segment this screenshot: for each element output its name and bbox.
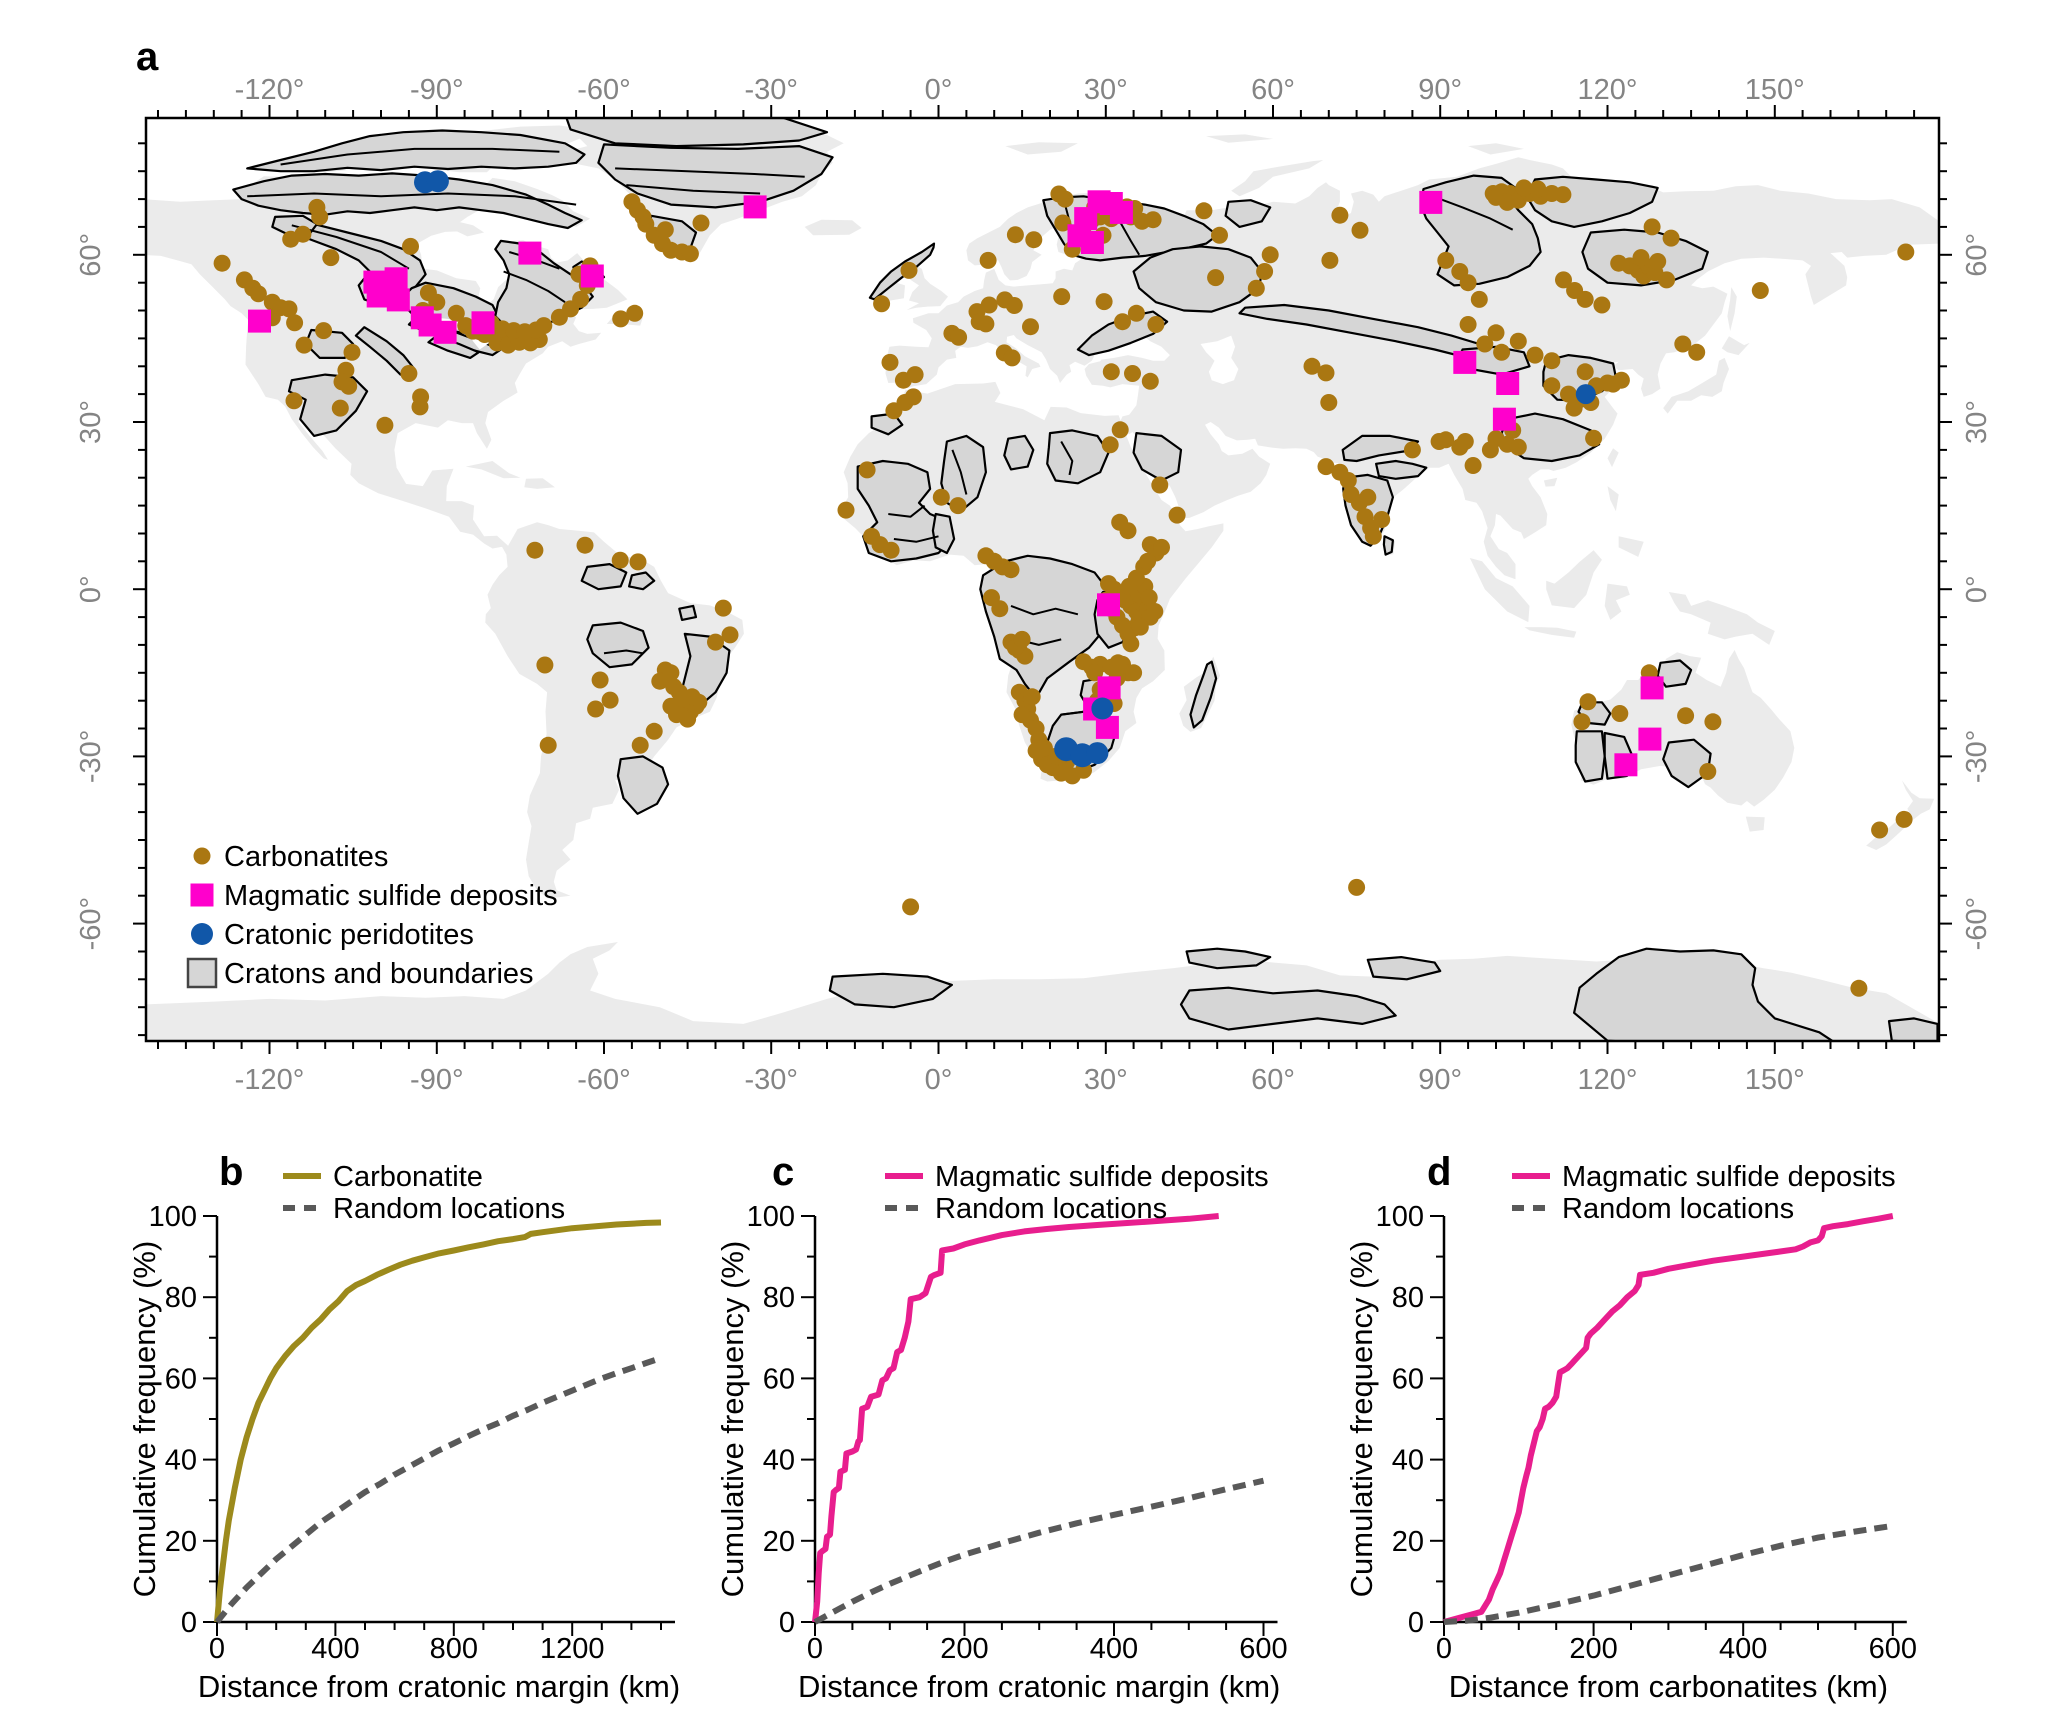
svg-text:Cratonic peridotites: Cratonic peridotites xyxy=(224,919,474,951)
svg-text:100: 100 xyxy=(747,1201,795,1233)
svg-text:30°: 30° xyxy=(1961,400,1993,444)
svg-text:a: a xyxy=(136,35,159,79)
svg-text:0: 0 xyxy=(779,1607,795,1639)
svg-text:150°: 150° xyxy=(1745,74,1805,106)
svg-text:60°: 60° xyxy=(1251,1064,1295,1096)
svg-text:b: b xyxy=(219,1150,243,1194)
svg-text:-30°: -30° xyxy=(75,730,107,784)
svg-text:400: 400 xyxy=(1719,1633,1767,1665)
svg-text:-30°: -30° xyxy=(744,74,798,106)
svg-text:Magmatic sulfide deposits: Magmatic sulfide deposits xyxy=(1562,1161,1896,1193)
svg-text:600: 600 xyxy=(1239,1633,1287,1665)
svg-text:60°: 60° xyxy=(1251,74,1295,106)
svg-text:100: 100 xyxy=(149,1201,197,1233)
svg-text:1200: 1200 xyxy=(540,1633,605,1665)
svg-text:60: 60 xyxy=(1392,1363,1424,1395)
svg-text:100: 100 xyxy=(1376,1201,1424,1233)
svg-text:c: c xyxy=(772,1150,794,1194)
svg-text:0: 0 xyxy=(807,1633,823,1665)
svg-text:20: 20 xyxy=(1392,1526,1424,1558)
svg-text:40: 40 xyxy=(165,1445,197,1477)
svg-text:-90°: -90° xyxy=(410,1064,464,1096)
svg-text:40: 40 xyxy=(1392,1445,1424,1477)
svg-text:60°: 60° xyxy=(1961,233,1993,277)
svg-text:90°: 90° xyxy=(1418,1064,1462,1096)
svg-text:600: 600 xyxy=(1869,1633,1917,1665)
svg-text:Carbonatite: Carbonatite xyxy=(333,1161,483,1193)
svg-text:Cumulative frequency (%): Cumulative frequency (%) xyxy=(1344,1241,1379,1598)
svg-text:0°: 0° xyxy=(925,74,953,106)
svg-text:0°: 0° xyxy=(1961,575,1993,603)
svg-text:-60°: -60° xyxy=(577,74,631,106)
svg-text:90°: 90° xyxy=(1418,74,1462,106)
svg-text:0: 0 xyxy=(181,1607,197,1639)
svg-text:-120°: -120° xyxy=(235,1064,305,1096)
svg-text:-120°: -120° xyxy=(235,74,305,106)
svg-text:400: 400 xyxy=(1090,1633,1138,1665)
svg-text:d: d xyxy=(1427,1150,1451,1194)
svg-text:Random locations: Random locations xyxy=(1562,1193,1794,1225)
svg-text:Cumulative frequency (%): Cumulative frequency (%) xyxy=(127,1241,162,1598)
svg-text:-90°: -90° xyxy=(410,74,464,106)
svg-text:0: 0 xyxy=(1408,1607,1424,1639)
svg-text:30°: 30° xyxy=(75,400,107,444)
svg-text:60°: 60° xyxy=(75,233,107,277)
svg-text:Distance from cratonic margin: Distance from cratonic margin (km) xyxy=(798,1669,1280,1704)
svg-text:Magmatic sulfide deposits: Magmatic sulfide deposits xyxy=(935,1161,1269,1193)
svg-text:800: 800 xyxy=(430,1633,478,1665)
svg-text:Distance from cratonic margin: Distance from cratonic margin (km) xyxy=(198,1669,680,1704)
svg-text:-30°: -30° xyxy=(744,1064,798,1096)
svg-text:60: 60 xyxy=(165,1363,197,1395)
svg-text:-30°: -30° xyxy=(1961,730,1993,784)
svg-text:Random locations: Random locations xyxy=(333,1193,565,1225)
svg-text:20: 20 xyxy=(165,1526,197,1558)
svg-text:Random locations: Random locations xyxy=(935,1193,1167,1225)
svg-text:80: 80 xyxy=(1392,1282,1424,1314)
svg-text:60: 60 xyxy=(763,1363,795,1395)
svg-text:30°: 30° xyxy=(1084,74,1128,106)
svg-text:0: 0 xyxy=(1436,1633,1452,1665)
svg-text:-60°: -60° xyxy=(75,897,107,951)
svg-text:20: 20 xyxy=(763,1526,795,1558)
svg-text:80: 80 xyxy=(763,1282,795,1314)
svg-text:120°: 120° xyxy=(1578,1064,1638,1096)
svg-text:150°: 150° xyxy=(1745,1064,1805,1096)
svg-text:-60°: -60° xyxy=(1961,897,1993,951)
svg-text:200: 200 xyxy=(940,1633,988,1665)
svg-text:0°: 0° xyxy=(925,1064,953,1096)
svg-text:40: 40 xyxy=(763,1445,795,1477)
svg-text:Magmatic sulfide deposits: Magmatic sulfide deposits xyxy=(224,880,558,912)
svg-text:Distance from carbonatites (km: Distance from carbonatites (km) xyxy=(1449,1669,1888,1704)
svg-text:200: 200 xyxy=(1569,1633,1617,1665)
svg-text:0°: 0° xyxy=(75,575,107,603)
svg-text:80: 80 xyxy=(165,1282,197,1314)
svg-text:120°: 120° xyxy=(1578,74,1638,106)
svg-text:0: 0 xyxy=(209,1633,225,1665)
svg-text:Cratons and boundaries: Cratons and boundaries xyxy=(224,958,534,990)
svg-text:-60°: -60° xyxy=(577,1064,631,1096)
svg-text:Cumulative frequency (%): Cumulative frequency (%) xyxy=(715,1241,750,1598)
svg-text:Carbonatites: Carbonatites xyxy=(224,841,388,873)
svg-text:400: 400 xyxy=(311,1633,359,1665)
svg-text:30°: 30° xyxy=(1084,1064,1128,1096)
